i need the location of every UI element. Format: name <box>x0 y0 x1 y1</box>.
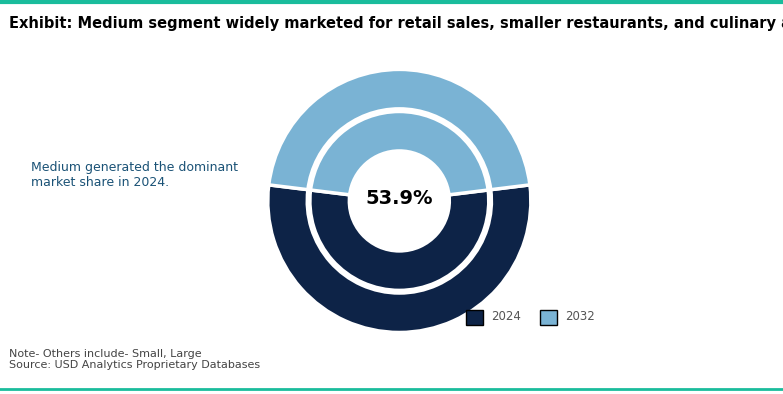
Text: Note- Others include- Small, Large
Source: USD Analytics Proprietary Databases: Note- Others include- Small, Large Sourc… <box>9 349 261 370</box>
Wedge shape <box>310 190 489 290</box>
Wedge shape <box>268 185 531 333</box>
Wedge shape <box>269 69 530 190</box>
Text: Medium generated the dominant
market share in 2024.: Medium generated the dominant market sha… <box>31 161 238 190</box>
Text: 53.9%: 53.9% <box>366 189 433 208</box>
Text: 2024: 2024 <box>491 310 521 323</box>
Text: 2032: 2032 <box>565 310 595 323</box>
Circle shape <box>352 154 446 248</box>
Wedge shape <box>311 112 488 195</box>
Text: Exhibit: Medium segment widely marketed for retail sales, smaller restaurants, a: Exhibit: Medium segment widely marketed … <box>9 16 783 31</box>
